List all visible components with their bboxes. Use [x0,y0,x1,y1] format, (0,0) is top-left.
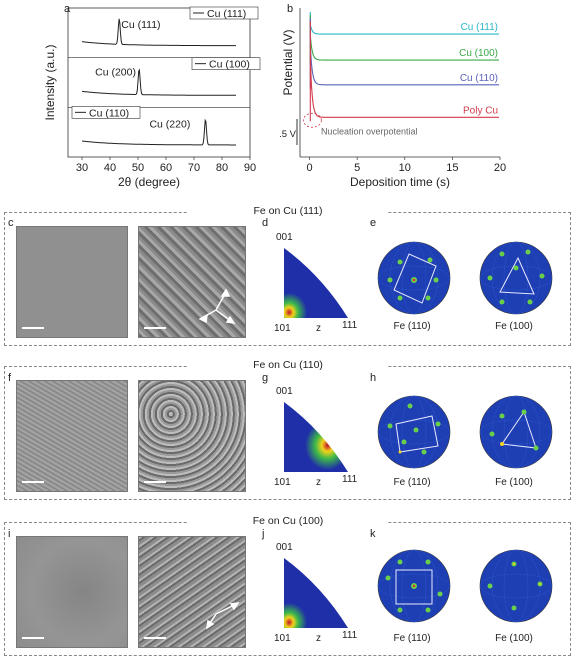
ipf-label-001: 001 [276,232,293,243]
ipf-label-001: 001 [276,542,293,553]
panel-letter-a: a [64,3,71,15]
plot-frame [67,7,251,158]
xrd-series-line [81,68,236,96]
crystal-direction-arrows [198,288,236,324]
x-tick-label: 70 [188,162,200,174]
peak-label: Cu (111) [121,19,160,31]
panel-letter-g: g [262,372,269,384]
nucleation-annotation: Nucleation overpotential [321,126,418,136]
y-axis-label: Potential (V) [281,29,295,95]
ipf-label-101: 101 [274,477,291,488]
ipf-label-001: 001 [276,386,293,397]
pole-figure-fe110 [377,395,451,469]
panel-letter-k: k [370,528,376,540]
ipf-label-z: z [316,323,321,334]
ipf-triangle [284,558,348,628]
ipf-label-z: z [316,477,321,488]
x-tick-label: 10 [399,162,411,174]
x-tick-label: 80 [216,162,228,174]
ipf-label-101: 101 [274,323,291,334]
pole-figure-fe100 [479,241,553,315]
series-label: Cu (111) [461,22,498,33]
legend-label: Cu (111) [207,8,246,20]
legend-label: Cu (100) [209,59,250,71]
pole-figure-fe100 [479,549,553,623]
sem-image-smooth [16,380,128,492]
scale-bar [144,481,166,483]
pole-caption-fe110: Fe (110) [393,633,431,644]
potential-series-line [309,11,499,39]
potential-series-line [309,17,499,89]
legend-box [191,57,261,70]
crystal-direction-arrows [206,602,240,630]
legend-box [71,106,141,119]
panel-letter-b: b [287,3,294,15]
ipf-label-111: 111 [342,474,358,485]
series-label: Cu (100) [459,48,498,59]
scale-bar [22,481,44,483]
x-axis-label: Deposition time (s) [350,175,450,189]
x-tick-label: 0 [306,162,312,174]
xrd-series-line [82,18,236,47]
section-title-100: Fe on Cu (100) [188,515,388,527]
panel-letter-f: f [8,372,12,384]
panel-letter-d: d [262,217,269,229]
potential-series-line [309,14,499,65]
sem-image-rough [138,380,246,492]
scale-bar-label: 0.5 V [280,129,297,140]
panel-letter-j: j [262,528,265,540]
sem-image-smooth [16,536,128,648]
section-title-111: Fe on Cu (111) [188,205,388,217]
nucleation-circle [302,112,322,128]
sem-image-smooth [16,226,128,338]
panel-letter-h: h [370,372,377,384]
x-tick-label: 90 [244,162,256,174]
panel-letter-i: i [8,528,11,540]
ipf-label-z: z [316,633,321,644]
ipf-triangle [284,248,348,318]
scale-bar [22,327,44,329]
peak-label: Cu (200) [95,67,136,79]
pole-figure-fe110 [377,549,451,623]
pole-figure-fe100 [479,395,553,469]
x-tick-label: 60 [160,162,172,174]
potential-series-line [309,20,499,122]
potential-chart: 0 5 10 15 20 Deposition time (s) Potential (V)… [280,8,506,189]
ipf-triangle [284,402,348,472]
peak-label: Cu (220) [149,118,190,130]
scale-bar [144,327,166,329]
series-label: Poly Cu [463,105,498,116]
y-axis-label: Intensity (a.u.) [43,44,57,120]
panel-letter-c: c [8,217,14,229]
x-tick-label: 20 [494,162,506,174]
xrd-chart: 30 40 50 60 70 80 90 2θ (degree) Intensity (a.u.… [43,6,261,189]
panel-letter-e: e [370,217,377,229]
scale-bar [22,637,44,639]
section-title-110: Fe on Cu (110) [188,359,388,371]
series-label: Cu (110) [460,73,498,84]
pole-caption-fe100: Fe (100) [495,477,533,488]
legend-label: Cu (110) [89,107,129,119]
x-tick-label: 15 [446,162,458,174]
pole-caption-fe100: Fe (100) [495,633,533,644]
legend-box [189,6,259,20]
pole-caption-fe110: Fe (110) [393,321,431,332]
pole-caption-fe100: Fe (100) [495,321,533,332]
x-tick-label: 5 [354,162,360,174]
scale-bar [144,637,166,639]
pole-figure-fe110 [377,241,451,315]
ipf-label-101: 101 [274,633,291,644]
x-axis-label: 2θ (degree) [118,175,180,189]
sem-image-rough [138,536,246,648]
x-tick-label: 30 [76,162,88,174]
ipf-label-111: 111 [342,630,358,641]
x-tick-label: 50 [132,162,144,174]
xrd-series-line [81,118,236,146]
pole-caption-fe110: Fe (110) [393,477,431,488]
ipf-label-111: 111 [342,320,358,331]
x-tick-label: 40 [104,162,116,174]
